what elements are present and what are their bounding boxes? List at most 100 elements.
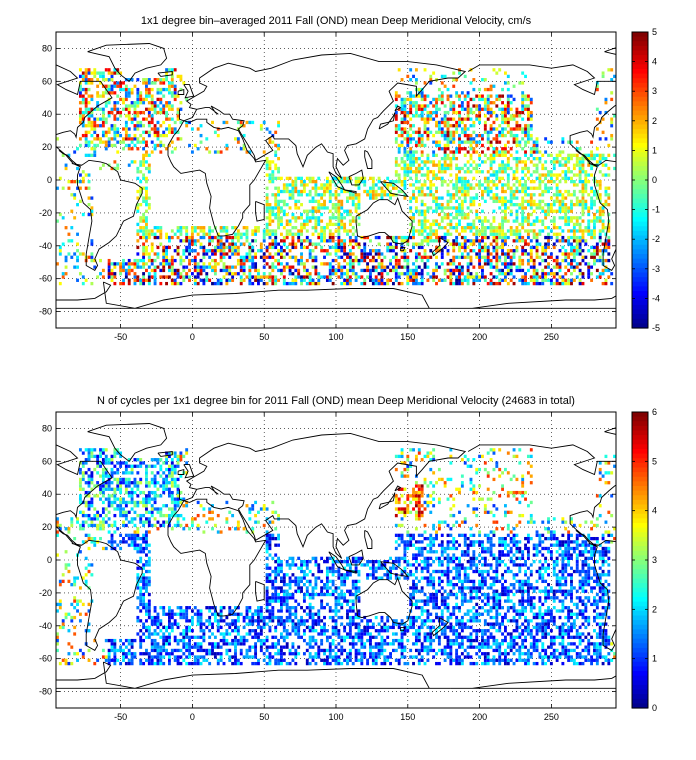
panel1-cell xyxy=(354,258,358,263)
panel1-cell xyxy=(437,127,441,131)
panel1-cell xyxy=(420,232,424,236)
panel1-cell xyxy=(501,226,504,230)
panel1-cell xyxy=(526,114,530,118)
panel1-cell xyxy=(483,114,487,118)
panel1-cell xyxy=(495,147,499,151)
panel1-cell xyxy=(213,268,217,273)
panel1-cell xyxy=(469,97,473,102)
panel1-cell xyxy=(549,196,553,200)
panel2-cell xyxy=(87,458,91,462)
panel1-cell xyxy=(136,252,140,256)
panel2-cell xyxy=(104,487,108,491)
panel1-cell xyxy=(305,193,309,197)
panel1-cell xyxy=(122,87,125,92)
panel1-cell xyxy=(185,229,189,233)
panel1-cell xyxy=(518,143,522,148)
panel1-cell xyxy=(343,229,347,233)
panel1-cell xyxy=(262,255,266,259)
panel1-cell xyxy=(268,137,272,141)
panel1-cell xyxy=(104,147,108,151)
panel1-cell xyxy=(555,189,559,194)
panel1-cell xyxy=(426,104,430,108)
panel1-cell xyxy=(552,275,556,279)
panel1-cell xyxy=(285,212,289,217)
panel2-cell xyxy=(101,467,105,472)
panel1-cell xyxy=(208,262,212,266)
panel1-cell xyxy=(452,107,456,111)
panel1-cell xyxy=(515,189,519,194)
panel1-cell xyxy=(449,94,453,98)
panel1-cell xyxy=(205,278,209,282)
panel1-colorbar-step xyxy=(632,175,648,181)
panel1-cell xyxy=(87,173,91,177)
panel1-cell xyxy=(236,272,240,276)
panel1-cell xyxy=(383,281,387,286)
panel1-cell xyxy=(288,249,292,253)
panel1-cell xyxy=(515,219,519,223)
panel1-cell xyxy=(469,239,473,243)
panel2-cell xyxy=(116,504,120,508)
panel1-cell xyxy=(337,176,341,180)
panel1-cell xyxy=(409,272,413,276)
panel1-cell xyxy=(518,268,522,273)
panel1-cell xyxy=(443,104,447,108)
panel1-cell xyxy=(535,255,539,259)
panel1-cell xyxy=(521,147,525,151)
panel1-cell xyxy=(529,147,533,151)
panel1-cell xyxy=(248,272,252,276)
panel1-cell xyxy=(351,265,355,269)
panel1-cell xyxy=(587,249,591,253)
panel1-cell xyxy=(420,186,424,190)
panel1-cell xyxy=(564,160,568,164)
panel1-cell xyxy=(288,189,292,194)
panel1-cell xyxy=(159,262,163,266)
panel1-cell xyxy=(420,173,424,177)
panel2-cell xyxy=(130,497,134,501)
panel1-cell xyxy=(280,252,283,256)
panel1-cell xyxy=(159,275,163,279)
panel1-cell xyxy=(328,196,332,200)
panel1-cell xyxy=(414,140,418,144)
panel1-cell xyxy=(521,81,525,85)
panel1-cell xyxy=(552,180,556,184)
panel1-cell xyxy=(504,272,507,276)
panel1-cell xyxy=(506,206,510,210)
panel1-cell xyxy=(162,81,166,85)
panel1-cell xyxy=(541,272,545,276)
panel1-cell xyxy=(400,117,404,121)
panel1-cell xyxy=(567,262,571,266)
panel1-cell xyxy=(541,278,545,282)
panel1-cell xyxy=(486,94,490,98)
panel1-cell xyxy=(509,199,513,204)
panel1-cell xyxy=(458,209,461,213)
panel1-cell xyxy=(483,275,487,279)
panel1-cell xyxy=(87,212,91,217)
panel1-cell xyxy=(173,272,177,276)
panel2-cell xyxy=(67,612,71,616)
panel1-cell xyxy=(535,242,539,246)
panel1-cell xyxy=(78,84,82,88)
panel1-cell xyxy=(564,219,568,223)
panel1-cell xyxy=(521,219,525,223)
panel2-cell xyxy=(116,497,120,501)
panel1-cell xyxy=(435,101,438,105)
panel1-cell xyxy=(604,232,608,236)
panel1-cell xyxy=(397,163,401,167)
panel1-cell xyxy=(521,104,525,108)
panel2-cell xyxy=(84,533,88,537)
panel1-cell xyxy=(578,262,582,266)
panel2-cell xyxy=(142,606,146,610)
panel1-cell xyxy=(518,156,522,161)
panel1-cell xyxy=(145,199,148,204)
panel1-cell xyxy=(475,170,479,174)
panel1-cell xyxy=(234,252,237,256)
panel1-coastline xyxy=(364,150,373,169)
panel1-cell xyxy=(331,245,335,250)
panel1-cell xyxy=(142,199,146,204)
panel1-cell xyxy=(81,133,85,138)
panel1-cell xyxy=(492,156,496,161)
panel1-cell xyxy=(567,206,571,210)
panel2-cell xyxy=(139,635,143,639)
panel1-cell xyxy=(486,193,490,197)
panel1-cell xyxy=(561,150,565,154)
